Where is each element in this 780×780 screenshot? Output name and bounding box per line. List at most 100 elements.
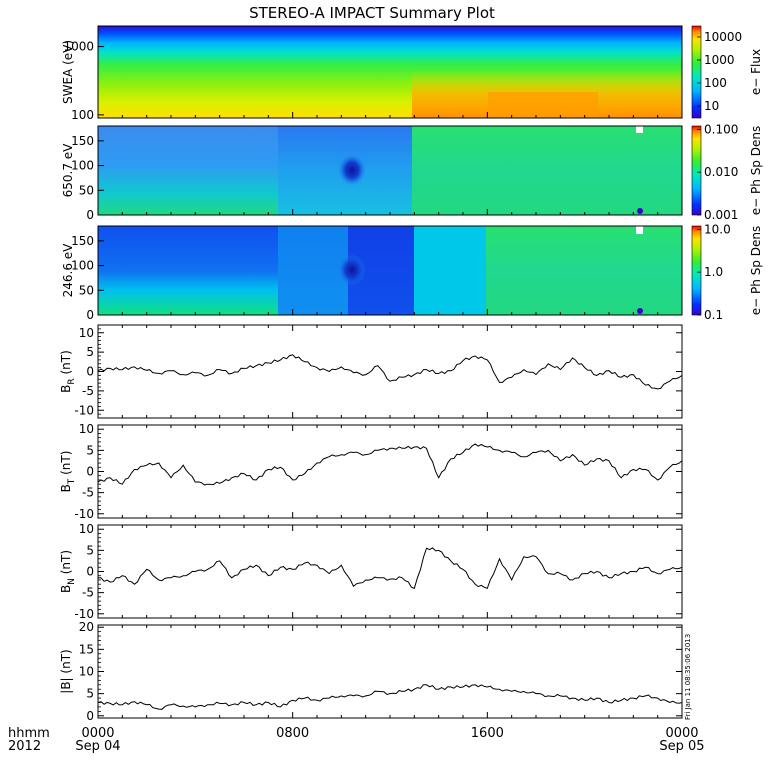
y-tick-label: -10 <box>74 607 94 621</box>
pad-246-gap <box>636 226 643 234</box>
line-panel-1: -10 -5 0 5 10 BT (nT) <box>59 422 683 521</box>
y-tick-label: 10 <box>79 422 94 436</box>
line-panel-frame <box>97 324 683 419</box>
line-panel-frame <box>97 424 683 519</box>
y-tick-label: -5 <box>82 586 94 600</box>
lines-layer <box>97 354 683 710</box>
y-tick-label: 100 <box>71 159 94 173</box>
y-tick-label: 100 <box>71 259 94 273</box>
y-tick-label: -10 <box>74 507 94 521</box>
y-axis-label: BT (nT) <box>59 451 77 493</box>
y-tick-label: 10 <box>79 665 94 679</box>
y-tick-label: 0 <box>86 308 94 322</box>
y-axis-label-unit: (nT) <box>59 649 73 677</box>
y-axis-label-main: B <box>59 484 73 492</box>
series-line-0 <box>97 354 683 390</box>
swea-panel <box>97 25 683 119</box>
colorbar-tick-label: 1.0 <box>704 265 723 279</box>
x-tick-label-time: 1600 <box>471 726 504 741</box>
y-tick-label: 10 <box>79 326 94 340</box>
y-axis-label-sub: R <box>67 378 77 384</box>
y-tick-label: 5 <box>86 345 94 359</box>
y-axis-label-main: B <box>59 385 73 393</box>
x-tick-label-time: 0000 <box>665 726 698 741</box>
y-tick-label: -10 <box>74 403 94 417</box>
y-tick-label: 0 <box>86 365 94 379</box>
timestamp-stamp: Fri Jan 11 08:35:06 2013 <box>684 634 692 720</box>
y-tick-label: 0 <box>86 709 94 723</box>
pad-246-dot <box>637 308 643 314</box>
y-tick-label: 5 <box>86 687 94 701</box>
y-tick-label: -5 <box>82 384 94 398</box>
pad-246-cyan-region <box>414 226 486 315</box>
colorbar-label: e− Ph Sp Dens <box>749 226 763 315</box>
colorbar-label: e− Ph Sp Dens <box>749 126 763 215</box>
y-tick-label: 5 <box>86 543 94 557</box>
colorbar-tick-label: 0.001 <box>704 208 738 222</box>
pad-650-gap <box>636 126 643 133</box>
x-tick-label-time: 0000 <box>81 726 114 741</box>
colorbar-650 <box>691 125 702 216</box>
pad-246-panel <box>97 225 683 316</box>
plot-title: STEREO-A IMPACT Summary Plot <box>249 4 495 22</box>
pad-246-right-region <box>486 226 682 315</box>
y-axis-label: 650.7 eV <box>61 143 75 198</box>
y-tick-label: 0 <box>86 208 94 222</box>
y-axis-label-sub: T <box>67 478 77 485</box>
pad-650-right-region <box>412 126 682 215</box>
y-axis-label-sub: N <box>67 578 77 585</box>
y-axis-label: SWEA (eV) <box>61 40 75 104</box>
colorbar-650-scale <box>691 125 702 216</box>
colorbar-tick-label: 10.0 <box>704 222 731 236</box>
x-tick-label-date: Sep 05 <box>659 739 704 754</box>
pad-650-dot <box>637 208 643 214</box>
y-tick-label: 0 <box>86 465 94 479</box>
y-tick-label: 50 <box>79 183 94 197</box>
pad-246-mid-region <box>278 226 348 315</box>
colorbar-tick-label: 100 <box>704 76 727 90</box>
colorbar-label: e− Flux <box>749 49 763 95</box>
y-axis-label-main: |B| <box>59 677 73 693</box>
colorbar-swea <box>691 25 702 119</box>
line-panel-frame <box>97 624 683 719</box>
y-tick-label: 50 <box>79 283 94 297</box>
y-tick-label: 0 <box>86 565 94 579</box>
pad-650-panel <box>97 125 683 216</box>
pad-650-dark-blob <box>338 154 366 186</box>
series-line-1 <box>97 443 683 486</box>
series-line-3 <box>97 684 683 710</box>
colorbar-246 <box>691 225 702 316</box>
footer-year-label: 2012 <box>8 739 41 754</box>
colorbar-tick-label: 0.1 <box>704 308 723 322</box>
y-tick-label: 15 <box>79 642 94 656</box>
series-line-2 <box>97 547 683 590</box>
y-tick-label: 150 <box>71 134 94 148</box>
colorbar-tick-label: 0.100 <box>704 122 738 136</box>
x-tick-label-date: Sep 04 <box>75 739 120 754</box>
colorbar-tick-label: 10000 <box>704 30 742 44</box>
colorbar-tick-label: 0.010 <box>704 165 738 179</box>
swea-hot-core <box>488 92 598 118</box>
colorbar-tick-label: 10 <box>704 99 719 113</box>
y-axis-label: BN (nT) <box>59 550 77 593</box>
y-axis-label-unit: (nT) <box>59 550 73 578</box>
y-tick-label: 5 <box>86 443 94 457</box>
colorbar-tick-label: 1000 <box>704 53 735 67</box>
x-tick-label-time: 0800 <box>276 726 309 741</box>
y-axis-label-main: B <box>59 585 73 593</box>
y-tick-label: 100 <box>71 108 94 122</box>
colorbar-246-scale <box>691 225 702 316</box>
footer-hhmm-label: hhmm <box>8 726 50 741</box>
y-tick-label: 20 <box>79 620 94 634</box>
y-axis-label: 246.6 eV <box>61 243 75 298</box>
line-panel-3: 0 5 10 15 20 |B| (nT) <box>59 620 683 723</box>
y-tick-label: 10 <box>79 522 94 536</box>
pad-246-dark-blob <box>338 254 366 286</box>
